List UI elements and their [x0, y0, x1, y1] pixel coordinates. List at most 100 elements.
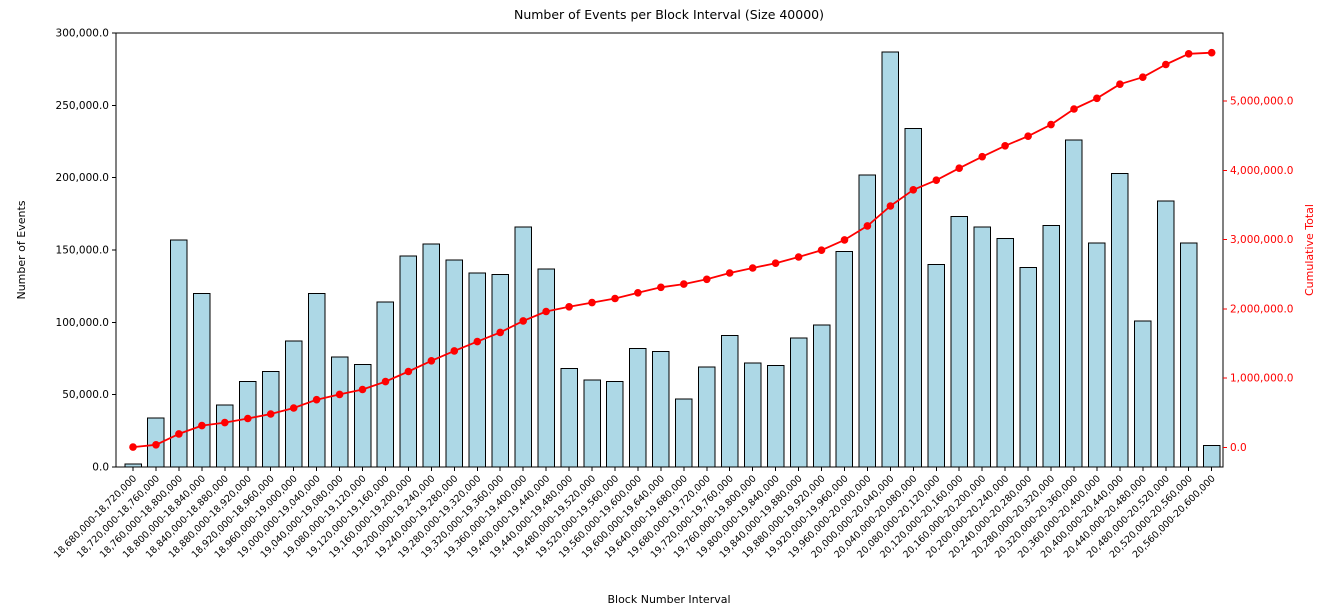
bar: [262, 371, 280, 468]
y-tick-label-left: 300,000.0: [56, 28, 109, 40]
bar: [1111, 172, 1129, 468]
bar: [789, 337, 808, 468]
cumulative-marker: [1162, 60, 1170, 69]
cumulative-marker: [932, 176, 941, 184]
bar: [330, 356, 349, 468]
cumulative-marker: [611, 294, 619, 303]
cumulative-marker: [794, 253, 803, 261]
cumulative-marker: [680, 280, 688, 288]
y-tick-label-left: 250,000.0: [56, 100, 109, 112]
bar: [835, 250, 854, 468]
cumulative-marker: [1116, 80, 1124, 88]
cumulative-marker: [1207, 48, 1216, 57]
cumulative-marker: [1047, 120, 1055, 129]
bar: [950, 216, 968, 468]
cumulative-marker: [175, 430, 183, 438]
bar: [1134, 320, 1152, 468]
y-tick-label-right: 3,000,000.0: [1230, 234, 1293, 246]
cumulative-line: [132, 51, 1212, 448]
plot-area: 0.0 50,000.0 100,000.0 150,000.0 200,000.0 25…: [52, 28, 1293, 561]
cumulative-marker: [1070, 105, 1078, 113]
bar: [491, 274, 509, 468]
bar: [904, 128, 923, 468]
y-axis-label-left: Number of Events: [15, 200, 28, 299]
bar: [307, 292, 326, 468]
cumulative-marker: [771, 259, 780, 268]
cumulative-marker: [496, 328, 505, 337]
cumulative-marker: [634, 289, 642, 297]
cumulative-marker: [221, 418, 229, 427]
y-axis-label-right: Cumulative Total: [1303, 204, 1316, 296]
bar: [881, 51, 900, 468]
bar: [193, 292, 211, 468]
cumulative-marker: [542, 307, 550, 316]
bar: [422, 243, 441, 468]
x-axis-label: Block Number Interval: [607, 593, 730, 606]
bar: [399, 255, 418, 468]
y-tick-label-right: 5,000,000.0: [1230, 96, 1293, 108]
cumulative-marker: [1001, 142, 1009, 150]
bar: [1180, 242, 1198, 468]
bar: [675, 398, 693, 468]
bar: [353, 363, 372, 468]
chart-title: Number of Events per Block Interval (Siz…: [514, 7, 824, 22]
cumulative-marker: [588, 298, 596, 307]
bar: [766, 365, 785, 468]
bar: [239, 381, 257, 468]
bar: [1019, 266, 1037, 468]
bar: [629, 347, 647, 468]
cumulative-marker: [266, 410, 275, 418]
cumulative-marker: [335, 390, 344, 399]
bar: [698, 366, 716, 468]
bar: [927, 264, 945, 468]
bar: [1157, 200, 1175, 468]
y-tick-label-left: 50,000.0: [62, 389, 109, 401]
y-tick-label-left: 100,000.0: [56, 317, 109, 329]
cumulative-marker: [725, 269, 734, 277]
y-tick-label-left: 0.0: [92, 462, 109, 474]
y-tick-label-right: 2,000,000.0: [1230, 303, 1293, 315]
cumulative-marker: [404, 367, 413, 376]
bar: [973, 226, 991, 468]
cumulative-marker: [863, 222, 872, 230]
bar: [652, 350, 670, 468]
cumulative-marker: [289, 404, 298, 412]
cumulative-marker: [473, 337, 482, 346]
cumulative-marker: [244, 414, 252, 423]
bar: [1088, 242, 1106, 468]
cumulative-marker: [1024, 132, 1032, 140]
cumulative-marker: [909, 186, 918, 194]
cumulative-marker: [450, 347, 459, 355]
cumulative-marker: [152, 441, 160, 449]
bar: [537, 268, 555, 468]
cumulative-marker: [703, 275, 711, 284]
bar: [514, 226, 532, 468]
cumulative-marker: [1093, 94, 1101, 103]
bar: [1042, 224, 1060, 468]
bar: [468, 272, 486, 468]
bar: [721, 334, 739, 468]
bar: [284, 340, 303, 468]
cumulative-marker: [748, 264, 757, 272]
cumulative-marker: [1139, 73, 1147, 81]
cumulative-marker: [886, 202, 895, 210]
cumulative-marker: [817, 246, 826, 254]
bar: [1065, 139, 1083, 468]
bar: [812, 324, 831, 468]
cumulative-marker: [198, 421, 206, 430]
cumulative-marker: [565, 303, 573, 311]
cumulative-marker: [381, 377, 390, 386]
cumulative-marker: [519, 317, 527, 325]
y-tick-label-right: 4,000,000.0: [1230, 165, 1293, 177]
y-tick-label-right: 1,000,000.0: [1230, 373, 1293, 385]
cumulative-marker: [840, 236, 849, 244]
cumulative-marker: [358, 385, 367, 394]
y-tick-label-right: 0.0: [1230, 442, 1247, 454]
bar: [996, 237, 1014, 468]
y-tick-label-left: 200,000.0: [56, 172, 109, 184]
cumulative-marker: [978, 152, 986, 161]
cumulative-marker: [657, 283, 665, 292]
bar: [583, 379, 601, 468]
